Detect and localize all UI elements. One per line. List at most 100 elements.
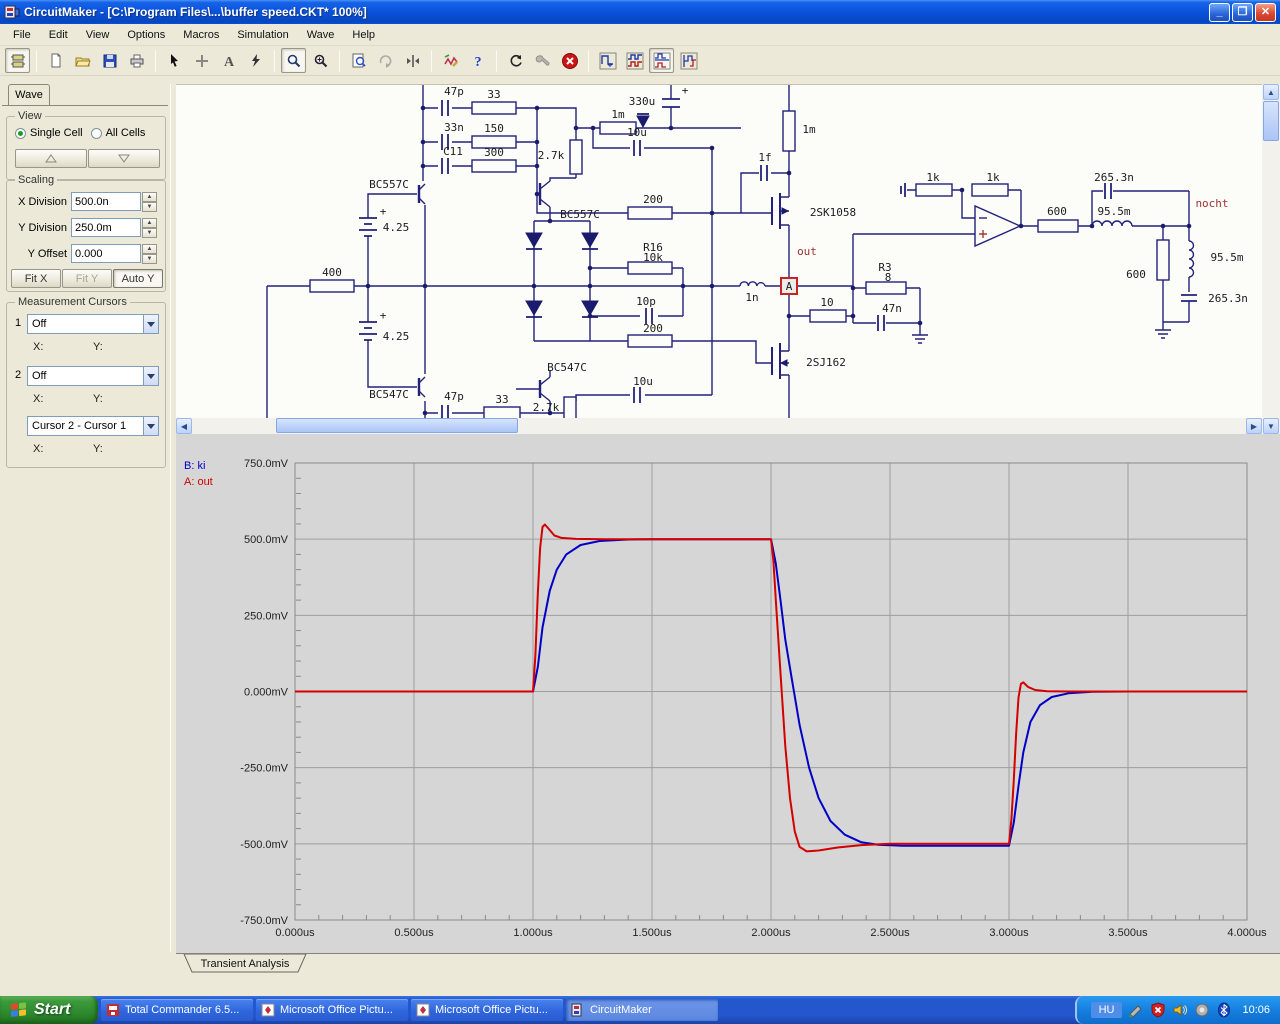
cell-down-button[interactable]: [88, 149, 160, 168]
schematic-label: 95.5m: [1210, 251, 1243, 264]
select-arrow-icon[interactable]: [162, 48, 187, 73]
radio-all-cells[interactable]: All Cells: [90, 127, 145, 139]
quick-sim-icon[interactable]: [243, 48, 268, 73]
menu-view[interactable]: View: [85, 28, 110, 41]
scroll-left-icon[interactable]: ◀: [176, 418, 192, 434]
minimize-button[interactable]: _: [1209, 2, 1230, 22]
horizontal-scroll-thumb[interactable]: [276, 418, 518, 433]
scroll-right-icon[interactable]: ▶: [1246, 418, 1262, 434]
fit-y-button[interactable]: Fit Y: [62, 269, 112, 288]
scope-split-icon[interactable]: [649, 48, 674, 73]
open-file-icon[interactable]: [70, 48, 95, 73]
schematic-label: out: [797, 245, 817, 258]
radio-single-cell[interactable]: Single Cell: [15, 127, 83, 139]
cursor2-select[interactable]: Off: [27, 366, 159, 386]
menu-help[interactable]: Help: [352, 28, 376, 41]
task-office-picture-2[interactable]: Microsoft Office Pictu...: [411, 999, 563, 1021]
tab-wave[interactable]: Wave: [8, 84, 50, 105]
schematic-label: 1f: [758, 151, 771, 164]
security-shield-icon[interactable]: [1150, 1002, 1166, 1018]
y-division-input[interactable]: [71, 218, 141, 237]
split-view-icon[interactable]: [400, 48, 425, 73]
title-bar[interactable]: CircuitMaker - [C:\Program Files\...\buf…: [0, 0, 1280, 24]
y-division-spinner[interactable]: ▲ ▼: [142, 218, 157, 238]
print-icon[interactable]: [124, 48, 149, 73]
audio-device-icon[interactable]: [1194, 1002, 1210, 1018]
x-axis-tick-label: 1.500us: [632, 927, 672, 939]
parts-bin-icon[interactable]: [5, 48, 30, 73]
y-axis-tick-label: -250.0mV: [240, 763, 288, 775]
circuitmaker-icon: [571, 1003, 582, 1017]
schematic-horizontal-scrollbar[interactable]: ◀ ▶: [176, 418, 1262, 434]
task-total-commander[interactable]: Total Commander 6.5...: [101, 999, 253, 1021]
zoom-in-icon[interactable]: [308, 48, 333, 73]
save-file-icon[interactable]: [97, 48, 122, 73]
settings-wrench-icon[interactable]: [530, 48, 555, 73]
cursor-diff-select[interactable]: Cursor 2 - Cursor 1: [27, 416, 159, 436]
schematic-label: R16: [643, 241, 663, 254]
schematic-vertical-scrollbar[interactable]: ▲ ▼: [1262, 84, 1280, 434]
analysis-tab-strip: Transient Analysis: [176, 953, 1280, 973]
y-axis-tick-label: 750.0mV: [244, 458, 289, 470]
bluetooth-icon[interactable]: [1216, 1002, 1232, 1018]
x-division-input[interactable]: [71, 192, 141, 211]
schematic-canvas[interactable]: 47p 33 33n 150 C11 300 2.7k 1m 330u +10u 1m 1f 2SK10…: [176, 84, 1262, 421]
task-office-picture-1[interactable]: Microsoft Office Pictu...: [256, 999, 408, 1021]
rotate-icon[interactable]: [373, 48, 398, 73]
schematic-label: BC547C: [547, 361, 587, 374]
reset-icon[interactable]: [503, 48, 528, 73]
cursor1-number: 1: [15, 317, 22, 329]
taskbar-clock[interactable]: 10:06: [1242, 1004, 1270, 1016]
menu-wave[interactable]: Wave: [306, 28, 335, 41]
scope-overlay-icon[interactable]: [676, 48, 701, 73]
waveform-pane[interactable]: 750.0mV 500.0mV 250.0mV 0.000mV -250.0mV -500…: [176, 434, 1280, 953]
schematic-label: 2.7k: [538, 149, 565, 162]
zoom-tool-icon[interactable]: [281, 48, 306, 73]
y-axis-tick-label: -750.0mV: [240, 915, 288, 927]
probe-tool-icon[interactable]: [438, 48, 463, 73]
place-text-icon[interactable]: A: [216, 48, 241, 73]
x-division-label: X Division: [18, 195, 67, 208]
vertical-scroll-thumb[interactable]: [1263, 101, 1279, 141]
tab-transient-analysis[interactable]: Transient Analysis: [180, 954, 310, 974]
x-division-spinner[interactable]: ▲ ▼: [142, 192, 157, 212]
menu-macros[interactable]: Macros: [183, 28, 220, 41]
scope-single-icon[interactable]: [595, 48, 620, 73]
tablet-pen-icon[interactable]: [1128, 1002, 1144, 1018]
scroll-down-icon[interactable]: ▼: [1263, 418, 1279, 434]
scroll-up-icon[interactable]: ▲: [1263, 84, 1279, 100]
cursor1-select[interactable]: Off: [27, 314, 159, 334]
probe-a-marker[interactable]: [780, 277, 798, 295]
cursor2-dropdown-icon[interactable]: [143, 366, 159, 386]
auto-y-button[interactable]: Auto Y: [113, 269, 163, 288]
cursor-diff-dropdown-icon[interactable]: [143, 416, 159, 436]
fit-x-button[interactable]: Fit X: [11, 269, 61, 288]
menu-simulation[interactable]: Simulation: [237, 28, 289, 41]
menu-edit[interactable]: Edit: [48, 28, 68, 41]
menu-file[interactable]: File: [13, 28, 31, 41]
cursor1-dropdown-icon[interactable]: [143, 314, 159, 334]
place-wire-icon[interactable]: [189, 48, 214, 73]
y-offset-input[interactable]: [71, 244, 141, 263]
preview-icon[interactable]: [346, 48, 371, 73]
y-offset-spinner[interactable]: ▲ ▼: [142, 244, 157, 264]
total-commander-icon: [107, 1004, 119, 1016]
schematic-label: 1m: [611, 108, 625, 121]
volume-icon[interactable]: [1172, 1002, 1188, 1018]
schematic-label: 10: [820, 296, 833, 309]
new-file-icon[interactable]: [43, 48, 68, 73]
task-circuitmaker[interactable]: CircuitMaker: [566, 999, 718, 1021]
stop-simulation-icon[interactable]: [557, 48, 582, 73]
scope-multi-icon[interactable]: [622, 48, 647, 73]
schematic-label: BC557C: [560, 208, 600, 221]
bottom-strip: [0, 973, 1280, 996]
close-button[interactable]: ✕: [1255, 2, 1276, 22]
menu-options[interactable]: Options: [127, 28, 166, 41]
x-axis-tick-label: 1.000us: [513, 927, 553, 939]
help-icon[interactable]: ?: [465, 48, 490, 73]
language-indicator[interactable]: HU: [1090, 1002, 1123, 1018]
start-button[interactable]: Start: [0, 996, 98, 1024]
restore-button[interactable]: ❐: [1232, 2, 1253, 22]
cell-up-button[interactable]: [15, 149, 87, 168]
